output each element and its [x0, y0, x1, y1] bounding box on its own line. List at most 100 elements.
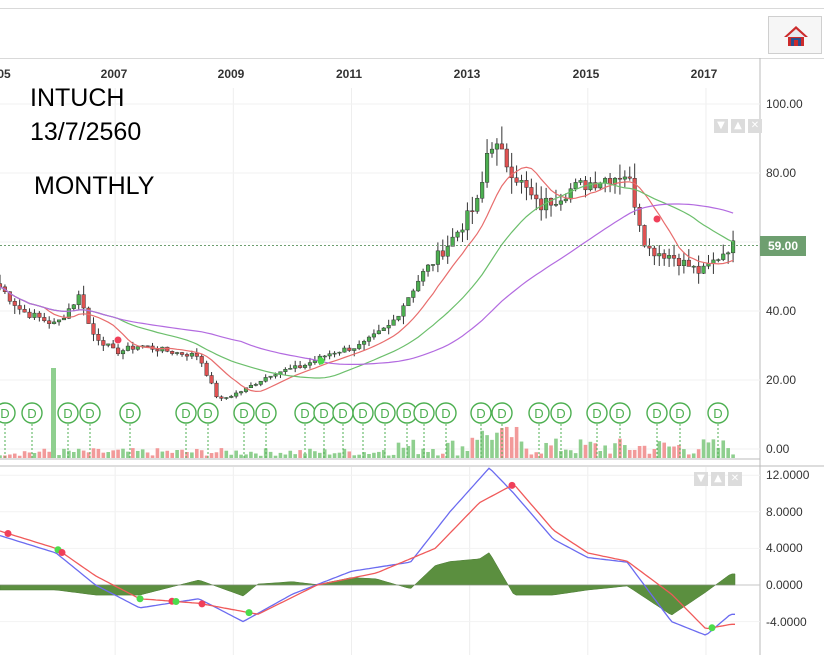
dividend-marker	[669, 402, 691, 424]
volume-bar	[539, 453, 543, 458]
move-up-icon[interactable]: ▲	[711, 472, 725, 486]
candle-body	[293, 365, 298, 369]
cross-marker	[172, 598, 180, 606]
close-icon[interactable]: ✕	[748, 119, 762, 133]
dividend-marker	[57, 402, 79, 424]
volume-bar	[490, 439, 494, 458]
cross-marker	[198, 600, 206, 608]
dividend-label: D	[239, 406, 248, 421]
candle-body	[499, 143, 504, 150]
volume-bar	[57, 455, 61, 458]
candle-body	[189, 353, 194, 357]
volume-bar	[637, 445, 642, 458]
candle-body	[470, 210, 475, 212]
volume-bar	[12, 453, 17, 458]
candle-body	[101, 340, 106, 346]
candle-body	[239, 391, 244, 394]
candle-body	[12, 301, 17, 306]
macd-panel-controls: ▼ ▲ ✕	[694, 472, 742, 486]
candle-body	[337, 351, 342, 354]
volume-bar	[578, 439, 583, 458]
volume-bar	[278, 452, 283, 458]
dividend-label: D	[441, 406, 450, 421]
dividend-marker	[21, 402, 43, 424]
dividend-label: D	[675, 406, 684, 421]
volume-bar	[308, 448, 312, 458]
volume-bar	[603, 445, 607, 458]
candle-body	[706, 263, 711, 267]
candle-body	[214, 382, 219, 398]
candle-body	[352, 348, 357, 351]
candle-body	[253, 384, 258, 386]
candle-body	[731, 240, 736, 254]
candle-body	[642, 225, 647, 247]
candle-body	[66, 308, 71, 319]
volume-bar	[91, 448, 96, 458]
candle-body	[676, 258, 682, 266]
move-down-icon[interactable]: ▼	[714, 119, 728, 133]
cross-marker	[136, 595, 144, 603]
candle-body	[529, 187, 534, 196]
dividend-label: D	[125, 406, 134, 421]
candle-body	[504, 148, 509, 168]
volume-bar	[322, 449, 327, 458]
volume-bar	[495, 432, 499, 458]
volume-bar	[411, 439, 416, 458]
volume-bar	[293, 454, 297, 458]
dividend-marker	[491, 402, 513, 424]
dividend-marker	[586, 402, 608, 424]
volume-bar	[731, 454, 735, 458]
candle-body	[563, 198, 568, 202]
dividend-label: D	[497, 406, 506, 421]
move-up-icon[interactable]: ▲	[731, 119, 745, 133]
volume-bar	[504, 426, 509, 458]
candle-body	[465, 210, 470, 231]
volume-bar	[239, 454, 243, 458]
volume-bar	[573, 453, 578, 458]
candle-body	[219, 396, 224, 399]
volume-bar	[195, 448, 199, 458]
dividend-marker	[119, 402, 141, 424]
volume-bar	[101, 452, 106, 458]
candle-body	[603, 178, 608, 184]
volume-bar	[608, 453, 612, 458]
candle-body	[179, 352, 185, 355]
candle-body	[332, 352, 337, 355]
volume-bar	[627, 449, 632, 458]
volume-bar	[431, 448, 435, 458]
candle-body	[716, 259, 721, 261]
close-icon[interactable]: ✕	[728, 472, 742, 486]
candle-body	[130, 345, 135, 350]
volume-bar	[337, 452, 342, 458]
volume-bar	[652, 448, 657, 458]
volume-bar	[303, 453, 307, 458]
candle-body	[647, 245, 652, 249]
volume-bar	[342, 448, 347, 458]
volume-bar	[401, 447, 406, 458]
volume-bar	[204, 455, 209, 458]
volume-bar	[406, 446, 411, 458]
candle-body	[37, 312, 42, 318]
candle-body	[588, 182, 593, 191]
dividend-label: D	[380, 406, 389, 421]
candle-body	[155, 349, 160, 352]
volume-bar	[381, 450, 386, 458]
home-button[interactable]	[768, 16, 822, 54]
dividend-label: D	[27, 406, 36, 421]
ticker-label: INTUCH	[30, 84, 125, 112]
move-down-icon[interactable]: ▼	[694, 472, 708, 486]
candle-body	[608, 178, 613, 185]
candle-body	[696, 265, 701, 274]
volume-bar	[554, 438, 558, 458]
dividend-label: D	[319, 406, 328, 421]
y-tick-label: 0.00	[766, 442, 790, 456]
candle-body	[534, 194, 539, 200]
dividend-label: D	[476, 406, 485, 421]
dividend-marker	[255, 402, 277, 424]
volume-bar	[72, 452, 76, 458]
macd-y-tick-label: 12.0000	[766, 468, 810, 482]
dividend-marker	[528, 402, 550, 424]
volume-bar	[298, 450, 302, 458]
dividend-label: D	[419, 406, 428, 421]
price-panel-controls: ▼ ▲ ✕	[714, 119, 762, 133]
